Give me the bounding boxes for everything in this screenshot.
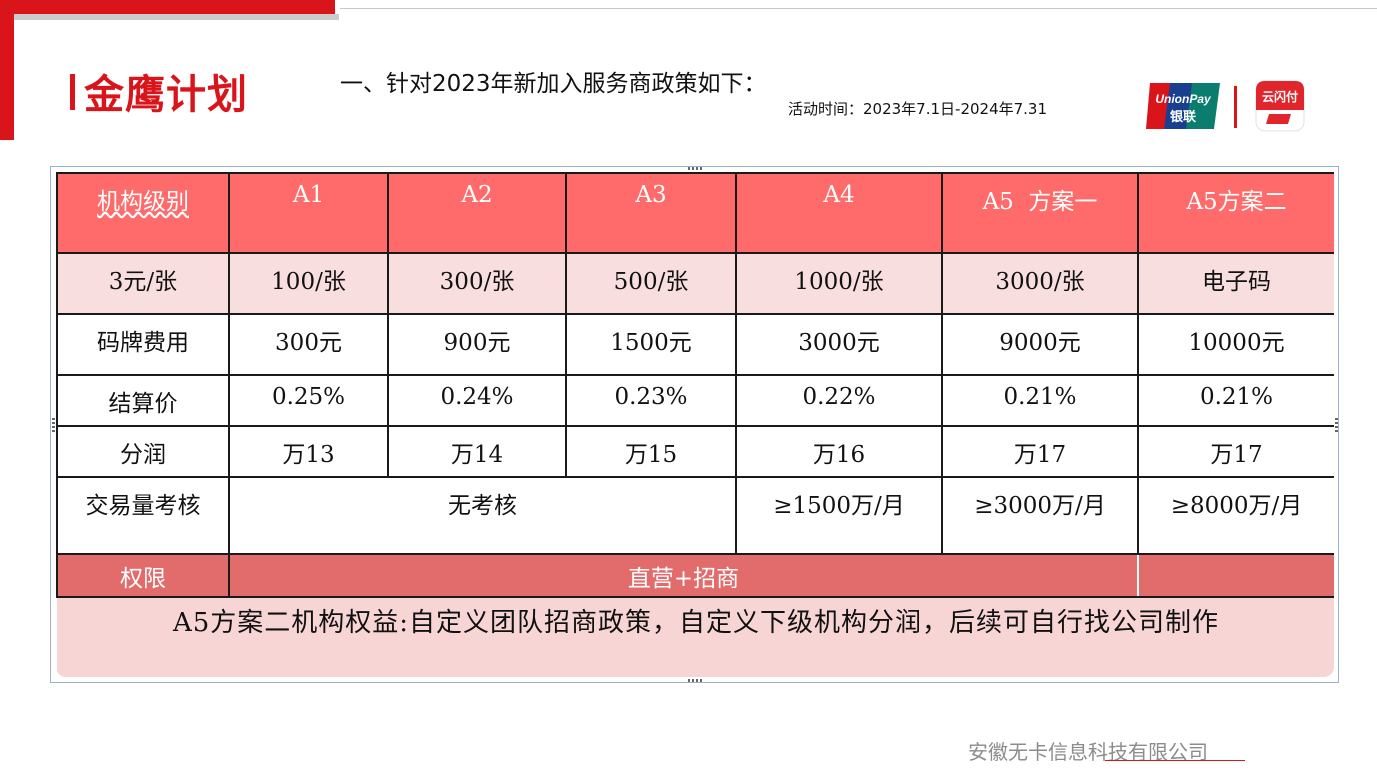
table-cell: 900元 (387, 313, 567, 376)
table-row-volume: 交易量考核 无考核 ≥1500万/月 ≥3000万/月 ≥8000万/月 (56, 476, 1334, 555)
table-cell: 万16 (735, 425, 943, 478)
header-cell-level: 机构级别 (56, 172, 230, 254)
table-cell: 0.22% (735, 374, 943, 427)
page-heading: 一、针对2023年新加入服务商政策如下： (340, 71, 767, 97)
note-text: A5方案二机构权益:自定义团队招商政策，自定义下级机构分润，后续可自行找公司制作 (57, 597, 1334, 677)
table-cell: 3元/张 (56, 252, 230, 315)
table-row-fee: 码牌费用 300元 900元 1500元 3000元 9000元 10000元 (56, 313, 1334, 376)
table-cell: 1500元 (565, 313, 737, 376)
table-frame (50, 166, 1339, 683)
brand-title: 金鹰计划 (84, 72, 248, 118)
table-cell (1137, 553, 1334, 598)
activity-period: 活动时间：2023年7.1日-2024年7.31 (788, 100, 1048, 118)
header-rule (340, 8, 1377, 9)
table-cell: 结算价 (56, 374, 230, 427)
table-cell: 权限 (56, 553, 230, 598)
table-cell: 万14 (387, 425, 567, 478)
header-cell-a1: A1 (228, 172, 389, 254)
table-cell: 0.21% (941, 374, 1139, 427)
table-cell: 无考核 (228, 476, 737, 555)
table-cell: 1000/张 (735, 252, 943, 315)
cloudpay-logo: 云闪付 (1255, 80, 1305, 132)
resize-handle-top[interactable] (688, 167, 702, 170)
table-row-permission: 权限 直营+招商 (56, 553, 1334, 598)
table-cell: 万15 (565, 425, 737, 478)
table-cell: 分润 (56, 425, 230, 478)
table-cell: 10000元 (1137, 313, 1334, 376)
table-cell: 100/张 (228, 252, 389, 315)
table-cell: ≥3000万/月 (941, 476, 1139, 555)
table-row-price: 3元/张 100/张 300/张 500/张 1000/张 3000/张 电子码 (56, 252, 1334, 315)
header-cell-a2: A2 (387, 172, 567, 254)
header-cell-a4: A4 (735, 172, 943, 254)
table-cell: 万17 (1137, 425, 1334, 478)
policy-table: 机构级别 A1 A2 A3 A4 A5 方案一 A5方案二 3元/张 100/张… (56, 172, 1334, 677)
header-cell-a3: A3 (565, 172, 737, 254)
table-cell: 直营+招商 (228, 553, 1139, 598)
table-cell: ≥8000万/月 (1137, 476, 1334, 555)
table-cell: 9000元 (941, 313, 1139, 376)
table-cell: 万17 (941, 425, 1139, 478)
table-row-settlement: 结算价 0.25% 0.24% 0.23% 0.22% 0.21% 0.21% (56, 374, 1334, 427)
corner-decoration-left (0, 0, 14, 140)
table-cell: 码牌费用 (56, 313, 230, 376)
table-cell: 300元 (228, 313, 389, 376)
company-underline (1105, 760, 1245, 761)
corner-shadow (14, 14, 339, 20)
table-cell: 0.21% (1137, 374, 1334, 427)
brand-accent-bar (70, 74, 75, 110)
resize-handle-right[interactable] (1335, 418, 1338, 432)
table-cell: 0.24% (387, 374, 567, 427)
table-cell: 3000元 (735, 313, 943, 376)
table-row-note: A5方案二机构权益:自定义团队招商政策，自定义下级机构分润，后续可自行找公司制作 (57, 597, 1334, 677)
table-cell: 500/张 (565, 252, 737, 315)
corner-decoration-top (0, 0, 335, 14)
resize-handle-left[interactable] (52, 418, 55, 432)
table-cell: 电子码 (1137, 252, 1334, 315)
unionpay-text: UnionPay (1155, 92, 1212, 106)
resize-handle-bottom[interactable] (688, 679, 702, 682)
cloudpay-text: 云闪付 (1262, 89, 1298, 104)
unionpay-logo: UnionPay 银联 (1144, 81, 1222, 131)
header-cell-a5-plan1: A5 方案一 (941, 172, 1139, 254)
table-cell: 3000/张 (941, 252, 1139, 315)
unionpay-cn-text: 银联 (1170, 109, 1196, 125)
table-cell: 300/张 (387, 252, 567, 315)
table-cell: 0.23% (565, 374, 737, 427)
table-cell: ≥1500万/月 (735, 476, 943, 555)
policy-table-wrapper: 机构级别 A1 A2 A3 A4 A5 方案一 A5方案二 3元/张 100/张… (56, 172, 1334, 677)
header-cell-a5-plan2: A5方案二 (1137, 172, 1334, 254)
logo-separator (1234, 86, 1237, 128)
table-header-row: 机构级别 A1 A2 A3 A4 A5 方案一 A5方案二 (56, 172, 1334, 254)
table-cell: 交易量考核 (56, 476, 230, 555)
table-row-profit-share: 分润 万13 万14 万15 万16 万17 万17 (56, 425, 1334, 478)
table-cell: 万13 (228, 425, 389, 478)
table-cell: 0.25% (228, 374, 389, 427)
